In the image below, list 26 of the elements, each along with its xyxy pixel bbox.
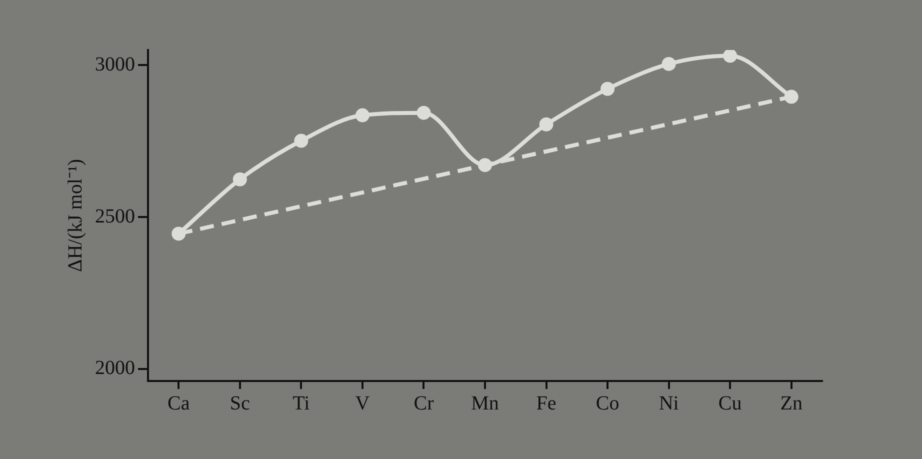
x-tick-label: Co [596, 392, 620, 414]
x-tick-label: Ca [168, 392, 190, 414]
point [355, 108, 370, 122]
x-tick-label: Ti [292, 392, 310, 414]
y-tick-label: 3000 [95, 53, 135, 76]
x-tick-label: Mn [471, 392, 499, 414]
x-tick-label: Ni [658, 392, 680, 414]
point [232, 172, 247, 186]
y-axis-title: ΔH/(kJ mol⁻¹) [64, 158, 86, 272]
x-tick-label: Cr [414, 392, 434, 414]
point [723, 50, 738, 63]
x-tick-label: Fe [536, 392, 556, 414]
point [172, 226, 186, 241]
y-tick-label: 2500 [95, 205, 135, 228]
x-tick-label: Zn [780, 392, 802, 414]
y-tick-label: 2000 [95, 357, 135, 380]
x-tick-label: Sc [230, 392, 250, 414]
point [784, 90, 798, 104]
point [294, 134, 308, 148]
point [416, 106, 431, 120]
point [478, 158, 492, 172]
point [600, 82, 615, 96]
x-tick-label: Cu [718, 392, 742, 414]
point [539, 117, 554, 132]
point [662, 56, 676, 71]
x-tick-label: V [355, 392, 370, 414]
